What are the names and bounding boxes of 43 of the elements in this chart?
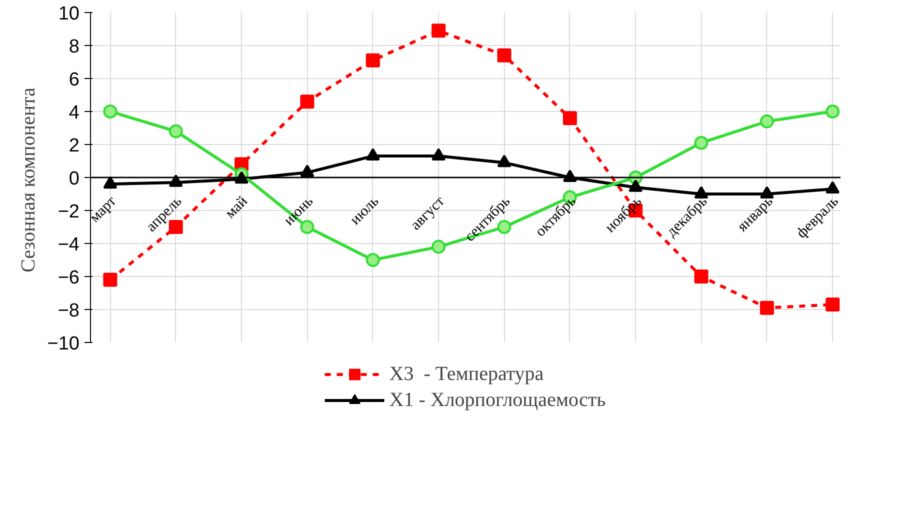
- y-tick-label: −10: [47, 334, 80, 354]
- y-tick-label: −2: [58, 202, 80, 222]
- y-tick-label: 6: [68, 70, 80, 90]
- point: [432, 148, 446, 161]
- y-tick-label: −4: [58, 234, 80, 256]
- y-axis-title: Сезонная компонента: [17, 87, 40, 272]
- point: [103, 272, 118, 287]
- point: [694, 186, 708, 198]
- point: [366, 148, 380, 161]
- point: [168, 174, 183, 187]
- y-tick-label: 8: [68, 36, 80, 58]
- point: [760, 186, 774, 198]
- point: [300, 94, 314, 109]
- point: [628, 179, 643, 192]
- point: [366, 253, 380, 267]
- point: [562, 111, 577, 126]
- point: [234, 171, 249, 184]
- point: [497, 48, 512, 62]
- y-tick-label: 0: [68, 168, 80, 190]
- point: [300, 164, 314, 178]
- y-tick-label: 4: [68, 102, 80, 124]
- point: [432, 24, 446, 38]
- point: [826, 104, 840, 118]
- point: [694, 136, 708, 150]
- x-tick-label: май: [222, 194, 251, 222]
- point: [694, 270, 708, 284]
- y-tick-label: 2: [68, 136, 80, 156]
- point: [826, 181, 840, 194]
- point: [168, 124, 183, 138]
- point: [103, 176, 118, 189]
- point: [760, 300, 774, 315]
- point: [103, 104, 118, 118]
- point: [826, 298, 840, 312]
- legend-label: X1 - Хлорпоглощаемость: [389, 388, 606, 412]
- y-tick-label: −8: [58, 300, 80, 322]
- point: [497, 154, 512, 168]
- legend-label: X3 - Температура: [389, 362, 544, 386]
- point: [760, 114, 774, 128]
- y-tick-label: 10: [58, 4, 80, 24]
- point: [562, 170, 577, 182]
- y-tick-label: −6: [58, 268, 80, 288]
- point: [432, 240, 446, 254]
- point: [366, 53, 380, 68]
